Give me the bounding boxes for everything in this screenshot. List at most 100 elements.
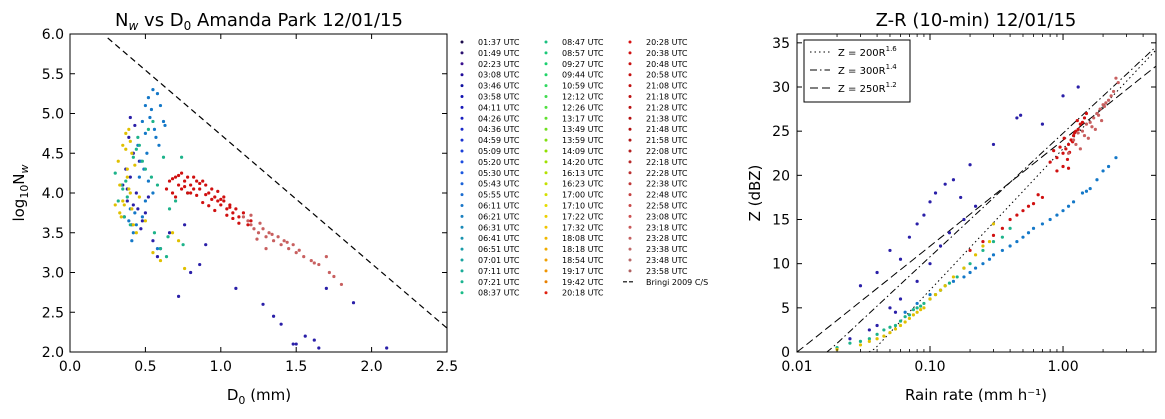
right-data-point: [907, 313, 912, 317]
left-data-point: [302, 255, 306, 259]
left-data-point: [133, 123, 137, 128]
right-data-point: [1061, 151, 1065, 155]
right-data-point: [875, 270, 879, 275]
legend-swatch: [460, 225, 464, 229]
left-data-point: [237, 215, 241, 219]
left-data-point: [158, 103, 163, 108]
right-data-point: [1109, 94, 1113, 98]
left-data-point: [271, 239, 276, 243]
zr-relation-line: [797, 46, 1157, 353]
left-data-point: [189, 183, 193, 187]
legend-swatch: [628, 105, 632, 109]
left-data-point: [127, 135, 131, 139]
right-data-point: [1101, 169, 1105, 173]
legend-entry: 22:18 UTC: [646, 158, 688, 167]
right-data-point: [858, 284, 863, 288]
left-data-point: [145, 151, 149, 155]
legend-entry: Bringi 2009 C/S: [646, 278, 708, 287]
legend-swatch: [544, 95, 548, 98]
right-data-point: [1100, 118, 1104, 123]
left-data-point: [164, 255, 169, 259]
left-data-point: [124, 147, 128, 151]
right-data-point: [907, 235, 912, 239]
right-data-point: [888, 325, 892, 329]
left-data-point: [121, 143, 125, 147]
right-data-point: [1015, 116, 1019, 120]
left-data-point: [134, 147, 138, 151]
right-data-point: [1055, 169, 1059, 173]
nw-d0-chart: Nw vs D0 Amanda Park 12/01/15 0.0 0.5 1.0 1…: [10, 10, 458, 407]
right-data-point: [915, 310, 919, 314]
left-data-point: [176, 173, 181, 178]
right-data-point: [1066, 142, 1071, 147]
right-data-point: [1076, 85, 1080, 89]
legend-swatch: [628, 182, 632, 186]
left-data-point: [127, 127, 131, 131]
legend-entry: 22:58 UTC: [646, 202, 688, 211]
left-data-point: [173, 175, 178, 179]
zr-legend-entry: Z = 200R1.6: [838, 45, 897, 59]
right-data-point: [1008, 226, 1012, 230]
left-data-point: [312, 338, 316, 342]
legend-swatch: [544, 149, 548, 153]
right-data-point: [1112, 89, 1116, 94]
left-data-point: [249, 219, 253, 223]
legend-swatch: [628, 160, 632, 164]
left-data-point: [143, 211, 147, 215]
right-chart-title: Z-R (10-min) 12/01/15: [876, 10, 1077, 31]
legend-swatch: [628, 258, 632, 262]
legend-entry: 18:08 UTC: [562, 234, 604, 243]
legend-swatch: [628, 40, 632, 44]
legend-entry: 18:18 UTC: [562, 245, 604, 254]
legend-entry: 01:49 UTC: [478, 49, 520, 58]
left-data-point: [222, 199, 226, 203]
left-data-point: [137, 195, 141, 199]
left-data-point: [131, 155, 135, 159]
zr-legend: Z = 200R1.6 Z = 300R1.4 Z = 250R1.2: [803, 39, 911, 103]
right-data-point: [991, 142, 996, 147]
right-data-point: [1055, 213, 1059, 217]
right-data-point: [928, 262, 932, 266]
zr-relation-line: [796, 65, 1157, 353]
legend-swatch: [544, 204, 548, 207]
left-data-point: [151, 251, 155, 255]
zr-legend-box: [803, 39, 911, 103]
legend-swatch: [460, 214, 464, 218]
left-data-point: [119, 215, 123, 219]
right-data-point: [1086, 136, 1090, 140]
left-data-point: [134, 231, 138, 235]
legend-entry: 12:12 UTC: [562, 93, 604, 102]
left-data-point: [201, 200, 205, 205]
left-data-point: [179, 171, 184, 175]
legend-swatch: [628, 236, 632, 240]
right-data-point: [893, 327, 898, 331]
left-data-point: [143, 131, 147, 135]
right-y-axis-label: Z (dBZ): [746, 165, 764, 222]
legend-entry: 20:48 UTC: [646, 60, 688, 69]
legend-swatch: [460, 171, 464, 175]
right-data-point: [1031, 226, 1036, 230]
legend-entry: 06:31 UTC: [478, 223, 520, 232]
right-data-point: [991, 233, 996, 237]
right-data-point: [1048, 217, 1052, 222]
left-data-point: [152, 231, 157, 235]
left-data-point: [324, 286, 328, 290]
left-data-point: [234, 207, 238, 211]
right-data-point: [968, 248, 972, 253]
left-data-point: [130, 151, 134, 155]
right-data-point: [848, 337, 852, 341]
right-data-point: [919, 304, 923, 308]
right-data-point: [1052, 149, 1056, 153]
legend-swatch: [460, 138, 464, 142]
left-data-point: [207, 191, 211, 195]
right-data-point: [1026, 204, 1031, 208]
legend-entry: 04:59 UTC: [478, 136, 520, 145]
left-data-point: [261, 302, 265, 306]
left-data-point: [146, 179, 151, 183]
left-data-point: [261, 227, 265, 231]
left-data-point: [170, 177, 175, 181]
left-data-point: [173, 199, 178, 203]
legend-swatch: [544, 73, 548, 77]
right-data-point: [991, 222, 996, 226]
legend-swatch: [544, 105, 548, 109]
